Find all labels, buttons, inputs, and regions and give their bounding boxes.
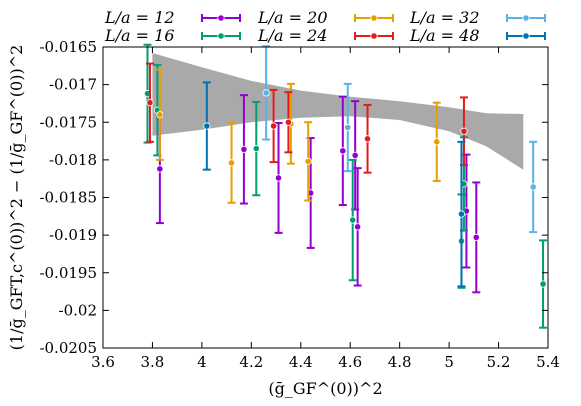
y-tick-label: -0.0185 (39, 189, 97, 207)
x-tick-label: 3.6 (91, 353, 115, 371)
data-point (227, 159, 236, 167)
x-tick-label: 5.2 (487, 353, 511, 371)
y-tick-label: -0.017 (49, 76, 97, 94)
x-tick-label: 3.8 (141, 353, 165, 371)
x-tick-label: 5.4 (536, 353, 560, 371)
legend: L/a = 12L/a = 16 L/a = 20L/a = 24 L/a = 32… (104, 8, 546, 45)
data-point (240, 145, 248, 153)
data-point (363, 135, 372, 143)
data-point (433, 138, 441, 146)
fit-band (152, 53, 524, 170)
data-point (539, 280, 547, 288)
data-point (339, 147, 347, 155)
x-tick-label: 4.8 (388, 353, 412, 371)
data-point (156, 165, 164, 173)
data-point (146, 99, 154, 107)
y-tick-label: -0.019 (49, 226, 97, 244)
data-point (529, 183, 537, 191)
data-point (344, 123, 352, 132)
x-tick-label: 4 (197, 353, 207, 371)
legend-label: L/a = 48 (409, 26, 480, 45)
axis-ticks: 3.6 3.8 4 4.2 4.4 4.6 4.8 5 5.2 5.4 -0.0165 -0.017 -… (39, 38, 559, 371)
y-tick-label: -0.0195 (39, 264, 97, 282)
y-tick-label: -0.0205 (39, 339, 97, 357)
x-tick-label: 4.4 (289, 353, 313, 371)
data-point (351, 151, 359, 159)
legend-label: L/a = 20 (257, 8, 328, 27)
fit-band-area (152, 53, 524, 170)
data-point (262, 89, 270, 97)
x-tick-label: 4.6 (338, 353, 362, 371)
data-point (252, 144, 260, 153)
data-point (156, 111, 164, 119)
legend-label: L/a = 24 (257, 26, 328, 45)
data-point (304, 157, 312, 165)
legend-label: L/a = 12 (104, 8, 175, 27)
y-axis-label: (1/ḡ_GFT,c^(0))^2 − (1/ḡ_GF^(0))^2 (7, 45, 26, 351)
legend-marker (522, 14, 530, 22)
y-tick-label: -0.02 (59, 301, 97, 319)
data-point (349, 216, 357, 224)
legend-label: L/a = 16 (104, 26, 175, 45)
data-point (274, 174, 283, 182)
data-point (457, 210, 466, 218)
legend-label: L/a = 32 (409, 8, 480, 27)
data-point (203, 122, 211, 130)
y-tick-label: -0.018 (49, 151, 97, 169)
y-tick-label: -0.0165 (39, 38, 97, 56)
x-axis-label: (ḡ_GF^(0))^2 (268, 379, 382, 398)
legend-marker (217, 14, 225, 22)
data-point (284, 118, 293, 126)
data-point (472, 233, 480, 241)
data-point (460, 127, 468, 135)
legend-marker (370, 14, 378, 22)
legend-marker (522, 32, 530, 40)
x-tick-label: 4.2 (239, 353, 263, 371)
y-tick-label: -0.0175 (39, 113, 97, 131)
data-point (354, 223, 362, 231)
legend-marker (370, 32, 378, 40)
legend-marker (217, 32, 225, 40)
x-tick-label: 5 (444, 353, 454, 371)
data-points (143, 43, 548, 329)
data-point (269, 122, 278, 130)
